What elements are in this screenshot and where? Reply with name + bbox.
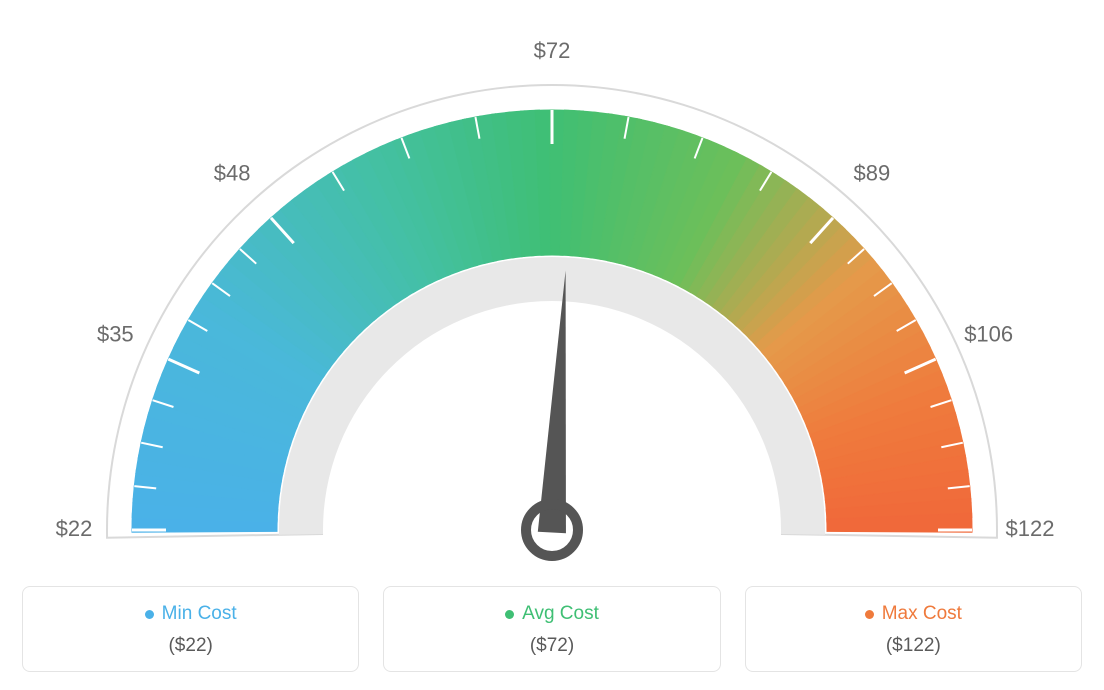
gauge-tick-label: $72 [534,38,571,63]
gauge-tick-label: $89 [853,161,890,186]
legend-row: Min Cost ($22) Avg Cost ($72) Max Cost (… [22,586,1082,672]
gauge-tick-label: $122 [1006,516,1055,541]
legend-max-label: Max Cost [882,603,962,625]
gauge-tick-label: $22 [56,516,93,541]
legend-min-card: Min Cost ($22) [22,586,359,672]
gauge-needle [538,270,566,533]
legend-max-value: ($122) [756,635,1071,657]
gauge-tick-label: $48 [214,161,251,186]
legend-max-card: Max Cost ($122) [745,586,1082,672]
legend-min-value: ($22) [33,635,348,657]
legend-avg-card: Avg Cost ($72) [383,586,720,672]
gauge-svg: $22 $35 $48 $72 $89 $106 $122 [22,20,1082,580]
legend-max-dot [865,610,874,619]
legend-avg-label: Avg Cost [522,603,599,625]
gauge-chart: $22 $35 $48 $72 $89 $106 $122 [22,20,1082,550]
legend-min-label: Min Cost [162,603,237,625]
gauge-tick-label: $106 [964,321,1013,346]
gauge-tick-label: $35 [97,321,134,346]
legend-min-dot [145,610,154,619]
legend-avg-dot [505,610,514,619]
legend-min-title: Min Cost [145,603,237,625]
legend-avg-title: Avg Cost [505,603,599,625]
legend-avg-value: ($72) [394,635,709,657]
legend-max-title: Max Cost [865,603,962,625]
